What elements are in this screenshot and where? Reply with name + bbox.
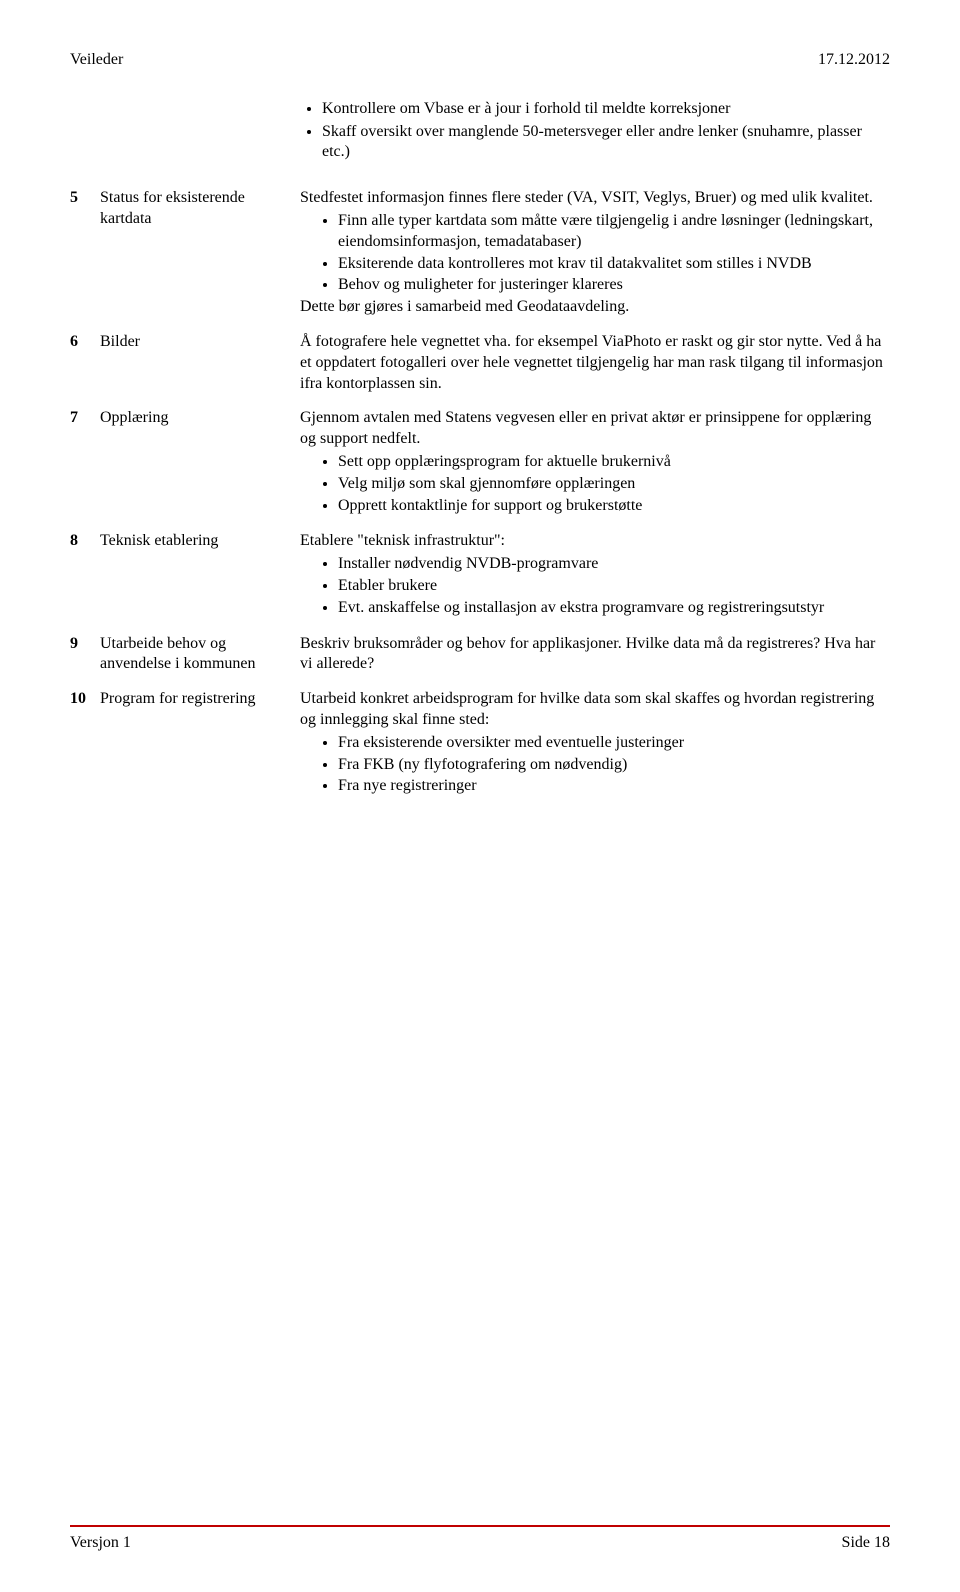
row-number: 9 xyxy=(70,627,100,683)
row-label: Program for registrering xyxy=(100,682,300,805)
footer-right: Side 18 xyxy=(842,1533,890,1554)
row-label: Status for eksisterende kartdata xyxy=(100,181,300,325)
desc-bullet: Velg miljø som skal gjennomføre opplærin… xyxy=(338,474,890,495)
row-desc: Beskriv bruksområder og behov for applik… xyxy=(300,627,890,683)
intro-bullet: Kontrollere om Vbase er à jour i forhold… xyxy=(322,99,890,120)
desc-text: Gjennom avtalen med Statens vegvesen ell… xyxy=(300,408,890,450)
footer-separator xyxy=(70,1525,890,1527)
desc-bullet: Fra FKB (ny flyfotografering om nødvendi… xyxy=(338,755,890,776)
desc-bullet: Evt. anskaffelse og installasjon av ekst… xyxy=(338,598,890,619)
row-number: 8 xyxy=(70,524,100,626)
desc-bullet: Behov og muligheter for justeringer klar… xyxy=(338,275,890,296)
intro-bullet: Skaff oversikt over manglende 50-metersv… xyxy=(322,122,890,164)
desc-text: Stedfestet informasjon finnes flere sted… xyxy=(300,188,890,209)
table-row: 5 Status for eksisterende kartdata Stedf… xyxy=(70,181,890,325)
row-number: 5 xyxy=(70,181,100,325)
row-label: Bilder xyxy=(100,325,300,401)
intro-bullets: Kontrollere om Vbase er à jour i forhold… xyxy=(300,99,890,163)
page-header: Veileder 17.12.2012 xyxy=(70,50,890,71)
desc-text: Beskriv bruksområder og behov for applik… xyxy=(300,634,890,676)
row-number: 10 xyxy=(70,682,100,805)
row-desc: Å fotografere hele vegnettet vha. for ek… xyxy=(300,325,890,401)
content-table: 5 Status for eksisterende kartdata Stedf… xyxy=(70,181,890,805)
table-row: 6 Bilder Å fotografere hele vegnettet vh… xyxy=(70,325,890,401)
desc-bullet: Etabler brukere xyxy=(338,576,890,597)
desc-bullet: Opprett kontaktlinje for support og bruk… xyxy=(338,496,890,517)
header-right: 17.12.2012 xyxy=(818,50,890,71)
desc-bullet: Fra nye registreringer xyxy=(338,776,890,797)
footer-left: Versjon 1 xyxy=(70,1533,131,1554)
desc-text: Etablere "teknisk infrastruktur": xyxy=(300,531,890,552)
desc-bullet: Installer nødvendig NVDB-programvare xyxy=(338,554,890,575)
desc-text: Dette bør gjøres i samarbeid med Geodata… xyxy=(300,297,890,318)
table-row: 10 Program for registrering Utarbeid kon… xyxy=(70,682,890,805)
row-label: Teknisk etablering xyxy=(100,524,300,626)
desc-bullet: Sett opp opplæringsprogram for aktuelle … xyxy=(338,452,890,473)
table-row: 9 Utarbeide behov og anvendelse i kommun… xyxy=(70,627,890,683)
row-label: Opplæring xyxy=(100,401,300,524)
table-row: 8 Teknisk etablering Etablere "teknisk i… xyxy=(70,524,890,626)
row-number: 6 xyxy=(70,325,100,401)
row-label: Utarbeide behov og anvendelse i kommunen xyxy=(100,627,300,683)
row-desc: Stedfestet informasjon finnes flere sted… xyxy=(300,181,890,325)
row-desc: Utarbeid konkret arbeidsprogram for hvil… xyxy=(300,682,890,805)
header-left: Veileder xyxy=(70,50,123,71)
desc-bullet: Fra eksisterende oversikter med eventuel… xyxy=(338,733,890,754)
row-desc: Gjennom avtalen med Statens vegvesen ell… xyxy=(300,401,890,524)
desc-text: Utarbeid konkret arbeidsprogram for hvil… xyxy=(300,689,890,731)
table-row: 7 Opplæring Gjennom avtalen med Statens … xyxy=(70,401,890,524)
row-desc: Etablere "teknisk infrastruktur": Instal… xyxy=(300,524,890,626)
page-footer: Versjon 1 Side 18 xyxy=(70,1525,890,1554)
row-number: 7 xyxy=(70,401,100,524)
desc-text: Å fotografere hele vegnettet vha. for ek… xyxy=(300,332,890,394)
desc-bullet: Finn alle typer kartdata som måtte være … xyxy=(338,211,890,253)
desc-bullet: Eksiterende data kontrolleres mot krav t… xyxy=(338,254,890,275)
